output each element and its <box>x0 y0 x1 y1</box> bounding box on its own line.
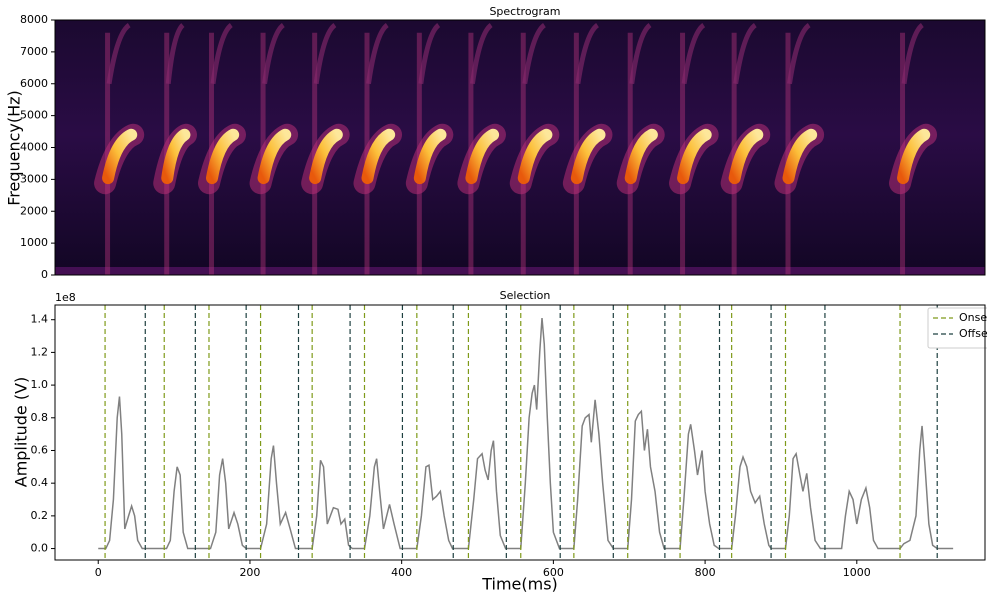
upper-harmonic <box>210 23 233 85</box>
y-tick-label: 3000 <box>20 172 48 185</box>
upper-harmonic <box>575 23 600 85</box>
syllable-trace <box>728 128 764 185</box>
upper-harmonic <box>418 23 441 85</box>
x-tick-label: 200 <box>239 566 260 579</box>
x-axis-label: Time(ms) <box>481 575 558 594</box>
x-tick-label: 600 <box>543 566 564 579</box>
y-offset-label: 1e8 <box>55 291 76 304</box>
spectrogram-background <box>55 20 985 275</box>
syllable-trace <box>257 128 292 185</box>
syllable-trace <box>361 128 396 185</box>
spectrogram-title: Spectrogram <box>489 5 560 18</box>
axes-frame <box>54 304 986 561</box>
y-tick-label: 0.4 <box>31 476 49 489</box>
y-tick-label: 0 <box>41 268 48 281</box>
x-tick-label: 400 <box>391 566 412 579</box>
y-tick-label: 8000 <box>20 13 48 26</box>
syllable-trace <box>102 128 138 185</box>
y-tick-label: 1000 <box>20 236 48 249</box>
y-axis-label: Amplitude (V) <box>12 377 31 488</box>
syllable-trace <box>205 128 240 185</box>
upper-harmonic <box>262 23 285 85</box>
upper-harmonic <box>629 23 652 85</box>
y-tick-label: 0.8 <box>31 411 49 424</box>
x-tick-label: 0 <box>95 566 102 579</box>
x-tick-label: 1000 <box>843 566 871 579</box>
upper-harmonic <box>366 23 389 85</box>
upper-harmonic <box>733 23 757 85</box>
y-tick-label: 2000 <box>20 204 48 217</box>
syllable-trace <box>161 128 191 185</box>
y-tick-label: 0.6 <box>31 443 49 456</box>
y-tick-label: 1.4 <box>31 313 49 326</box>
x-tick-label: 800 <box>695 566 716 579</box>
amplitude-line <box>98 318 954 550</box>
spectrogram-image <box>55 20 985 275</box>
upper-harmonic <box>106 22 131 85</box>
y-tick-label: 7000 <box>20 45 48 58</box>
syllable-trace <box>897 128 931 185</box>
low-band <box>55 267 985 275</box>
syllable-trace <box>624 128 658 185</box>
syllable-trace <box>465 128 500 185</box>
upper-harmonic <box>469 23 493 85</box>
syllable-trace <box>309 128 343 185</box>
syllable-trace <box>413 128 447 185</box>
plot-area <box>98 305 954 560</box>
upper-harmonic <box>681 23 706 85</box>
y-tick-label: 5000 <box>20 109 48 122</box>
y-tick-label: 0.2 <box>31 509 49 522</box>
upper-harmonic <box>165 23 185 85</box>
y-tick-label: 6000 <box>20 77 48 90</box>
upper-harmonic <box>313 23 337 85</box>
syllable-trace <box>517 128 553 185</box>
y-tick-label: 4000 <box>20 141 48 154</box>
syllable-trace <box>782 128 818 185</box>
axes-frame <box>54 19 986 276</box>
legend-label: Offset <box>959 327 987 340</box>
y-tick-label: 1.0 <box>31 378 49 391</box>
upper-harmonic <box>522 23 547 85</box>
syllable-trace <box>677 128 712 185</box>
y-axis-label: Frequency(Hz) <box>5 90 24 206</box>
selection-title: Selection <box>500 289 551 302</box>
upper-harmonic <box>901 23 925 85</box>
syllable-trace <box>570 128 606 185</box>
upper-harmonic <box>787 23 811 85</box>
y-tick-label: 0.0 <box>31 542 49 555</box>
legend-label: Onset <box>959 311 987 324</box>
y-tick-label: 1.2 <box>31 345 49 358</box>
